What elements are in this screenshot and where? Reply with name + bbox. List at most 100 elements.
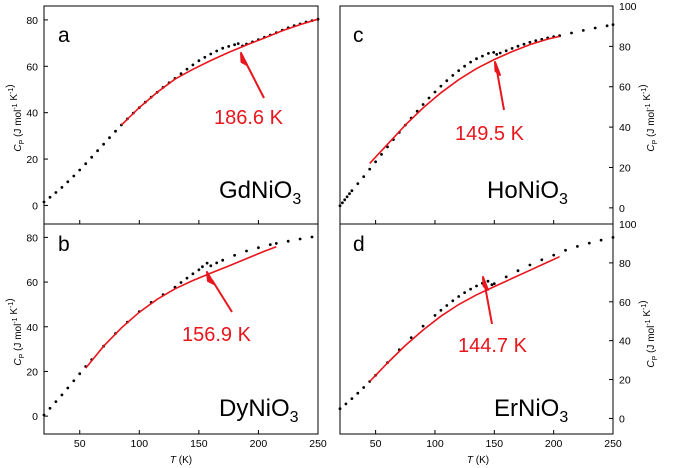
panel-b-y-tick-label: 20 [26,366,38,378]
panel-d-data-point [492,282,496,286]
panel-b-data-point [48,406,52,410]
panel-d-axes: 50 100 150 200 250 0 20 40 60 80 100 [339,219,637,450]
panel-b-data-point [209,264,213,268]
panel-c-data-point [439,84,443,88]
panel-a-data-point [48,195,52,199]
panel-d-transition-arrow-head [482,276,489,291]
panel-a-y-tick-label: 60 [26,61,38,73]
panel-b-y-tick-label: 40 [26,322,38,334]
panel-b-x-tick-label: 100 [131,438,149,450]
panel-d-data-point [540,258,544,262]
panel-b: 50 100 150 200 250 0 20 40 60 80 b DyNiO3 156.9 K [26,223,327,450]
panel-a-y-tick-label: 80 [26,15,38,27]
panel-d-data-point [433,314,437,317]
panel-c-transition-arrow-head [494,61,501,76]
panel-c: 0 20 40 60 80 100 c HoNiO3 149.5 K [338,1,637,225]
panel-d-data-point [599,238,603,242]
panel-b-data-point [72,379,76,383]
panel-d-data-point [528,263,532,267]
panel-c-letter: c [353,24,364,47]
panel-c-transition-arrow-shaft [496,70,505,111]
panel-d-data-point [362,386,366,389]
panel-c-data-point [451,74,455,77]
panel-c-data-point [475,57,478,61]
panel-c-data-point [481,54,484,58]
panel-d-compound-label: ErNiO3 [494,395,568,426]
panel-d-data-point [457,295,461,298]
panel-a-data-point [236,42,240,45]
panel-d-x-tick-label: 150 [486,438,504,450]
panel-c-data-point [374,160,377,164]
panel-c-y-tick-label: 20 [619,162,631,174]
x-axis-title-right: T (K) [467,455,489,466]
panel-d-data-point [587,241,591,245]
panel-d-data-point [504,275,508,279]
panel-b-x-tick-label: 50 [74,438,86,450]
panel-b-x-tick-label: 250 [309,438,327,450]
panel-a-data-point [233,43,237,47]
panel-b-y-tick-label: 0 [32,411,38,423]
panel-c-y-tick-label: 0 [619,203,625,215]
panel-a-letter: a [58,24,70,47]
panel-c-data-point [605,24,609,28]
panel-c-data-point [445,79,449,83]
panel-b-data-point [233,253,237,257]
panel-c-data-point [534,39,538,43]
panel-c-y-tick-label: 100 [619,1,637,13]
panel-c-data-point [433,90,437,94]
panel-d-y-tick-label: 80 [619,258,631,270]
panel-d-data-point [564,248,567,252]
panel-c-data-point [421,103,425,106]
panel-b-x-tick-label: 150 [190,438,208,450]
panel-a-data-point [84,162,88,166]
panel-a-y-tick-label: 0 [32,200,38,212]
panel-d-x-tick-label: 100 [426,438,444,450]
panel-c-data-point [495,53,499,56]
panel-b-data-point [257,246,260,250]
panel-c-data-point [362,175,366,179]
panel-a-data-point [72,174,76,178]
panel-c-data-point [504,49,508,53]
panel-a-transition-arrow-shaft [244,60,265,99]
panel-b-data-point [197,268,201,272]
panel-a-data-point [102,142,105,146]
panel-a-data-point [66,180,70,184]
panel-a-fit-line [120,18,319,126]
panel-c-frame [339,5,614,225]
panel-b-data-point [286,239,290,243]
panel-d: 50 100 150 200 250 0 20 40 60 80 100 d ErNiO3 144.… [338,219,637,450]
panel-a-data-point [185,67,189,71]
panel-b-data-point [54,400,58,403]
panel-a-data-point [96,149,99,153]
panel-c-data-point [469,60,472,64]
y-axis-title-b: CP (J mol-1 K-1) [5,298,26,365]
panel-d-data-point [439,308,443,312]
panel-a-data-point [203,55,207,59]
panel-d-data-point [451,299,455,303]
panel-a-y-tick-label: 20 [26,154,38,166]
panel-b-data-point [298,237,302,241]
panel-b-data-point [215,261,219,265]
panel-b-transition-arrow-head [206,271,215,285]
panel-a-data-point [78,168,82,172]
panel-c-data-point [528,40,532,44]
panel-b-data-point [221,258,225,262]
panel-c-data-point [492,51,496,54]
panel-c-data-point [356,182,360,186]
panel-d-data-point [516,269,520,273]
panel-b-data-point [66,386,70,390]
panel-b-letter: b [58,233,70,256]
panel-d-letter: d [353,233,365,256]
panel-b-fit-line [85,246,277,369]
panel-d-plot-area [338,236,615,411]
panel-c-compound-label: HoNiO3 [487,177,568,208]
panel-a-data-point [179,72,183,76]
panel-a-data-point [209,52,213,56]
panel-d-data-point [409,336,413,339]
panel-c-data-point [570,31,573,35]
panel-c-data-point [380,153,383,156]
panel-d-data-point [486,279,490,283]
panel-b-data-point [245,249,248,253]
panel-a-data-point [90,155,94,159]
